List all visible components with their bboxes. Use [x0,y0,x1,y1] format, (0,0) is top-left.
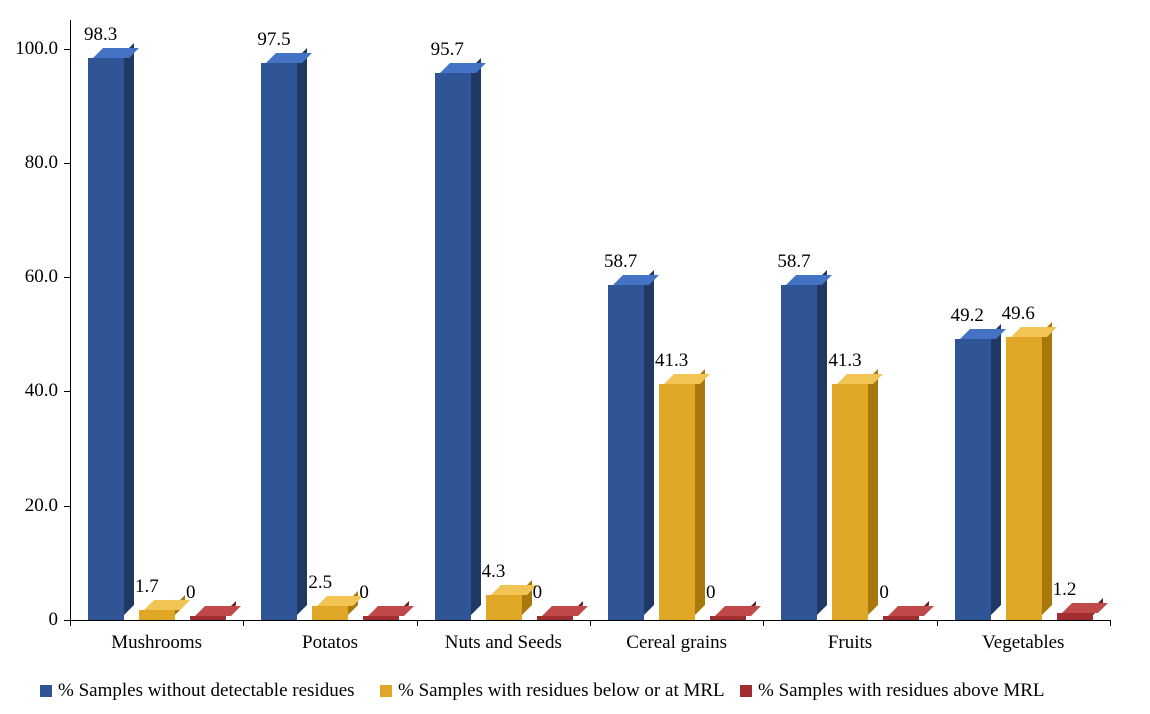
data-label: 2.5 [308,572,332,594]
x-category-label: Vegetables [937,632,1110,654]
bar [486,595,522,620]
x-tick-mark [590,620,591,626]
bar-chart: 0 20.0 40.0 60.0 80.0 100.0 MushroomsPotatosNu… [0,0,1150,714]
legend-item: % Samples with residues below or at MRL [380,680,725,702]
x-tick-mark [763,620,764,626]
data-label: 0 [879,582,889,604]
bar [312,606,348,620]
legend-swatch [740,685,752,697]
data-label: 49.6 [1002,303,1035,325]
x-category-label: Nuts and Seeds [417,632,590,654]
data-label: 1.2 [1053,579,1077,601]
y-tick-label: 60.0 [0,266,58,288]
y-tick-label: 0 [0,609,58,631]
data-label: 41.3 [828,350,861,372]
data-label: 0 [359,582,369,604]
legend-item: % Samples with residues above MRL [740,680,1045,702]
x-category-label: Fruits [763,632,936,654]
data-label: 98.3 [84,24,117,46]
bar [659,384,695,620]
x-tick-mark [937,620,938,626]
bar [88,58,124,620]
data-label: 0 [706,582,716,604]
data-label: 58.7 [777,251,810,273]
bar [832,384,868,620]
x-category-label: Cereal grains [590,632,763,654]
y-tick-mark [64,277,70,278]
data-label: 97.5 [257,29,290,51]
legend-item: % Samples without detectable residues [40,680,355,702]
y-tick-mark [64,163,70,164]
data-label: 1.7 [135,576,159,598]
y-tick-label: 80.0 [0,152,58,174]
bar [955,339,991,620]
legend-label: % Samples with residues below or at MRL [398,680,725,702]
y-tick-label: 40.0 [0,380,58,402]
legend-label: % Samples without detectable residues [58,680,355,702]
legend-swatch [40,685,52,697]
x-category-label: Mushrooms [70,632,243,654]
data-label: 0 [186,582,196,604]
bar [781,285,817,620]
bar [139,610,175,620]
y-axis [70,20,71,620]
data-label: 49.2 [951,305,984,327]
y-tick-mark [64,391,70,392]
x-tick-mark [243,620,244,626]
x-tick-mark [417,620,418,626]
x-tick-mark [1110,620,1111,626]
x-category-label: Potatos [243,632,416,654]
bar [435,73,471,620]
y-tick-mark [64,506,70,507]
bar [1006,337,1042,620]
bar [608,285,644,620]
data-label: 95.7 [431,39,464,61]
y-tick-label: 100.0 [0,38,58,60]
data-label: 58.7 [604,251,637,273]
legend-swatch [380,685,392,697]
data-label: 0 [533,582,543,604]
data-label: 41.3 [655,350,688,372]
bar [1057,613,1093,620]
data-label: 4.3 [482,561,506,583]
legend-label: % Samples with residues above MRL [758,680,1045,702]
y-tick-mark [64,49,70,50]
y-tick-label: 20.0 [0,495,58,517]
x-tick-mark [70,620,71,626]
bar [261,63,297,620]
